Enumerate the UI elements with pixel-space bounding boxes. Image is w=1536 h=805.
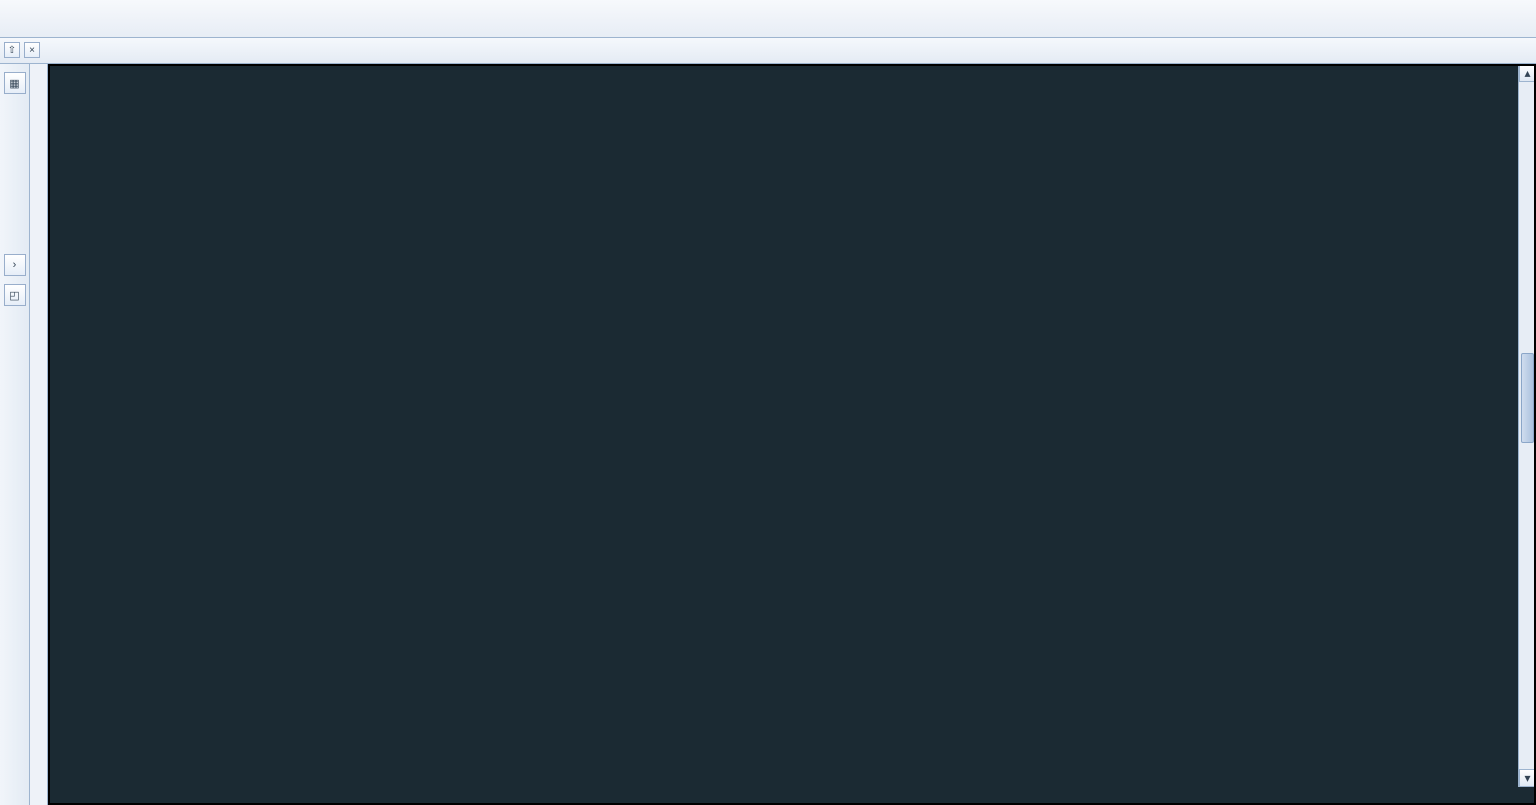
close-panel-icon[interactable]: ×: [24, 42, 40, 58]
scroll-up-icon[interactable]: ▴: [1519, 64, 1536, 82]
scroll-down-icon[interactable]: ▾: [1519, 769, 1536, 787]
expand-right-icon[interactable]: ›: [4, 254, 26, 276]
cad-drawing-canvas[interactable]: [48, 64, 1536, 805]
drawing-viewport[interactable]: ▴ ▾: [48, 64, 1536, 805]
document-tab-strip: ⇧ ×: [0, 38, 1536, 64]
properties-icon[interactable]: ◰: [4, 284, 26, 306]
viewport-scrollbar-vertical[interactable]: ▴ ▾: [1518, 64, 1536, 787]
collapsed-palette[interactable]: [30, 64, 48, 805]
left-tool-strip: ▦ › ◰: [0, 64, 30, 805]
ribbon-panel-titles: [0, 0, 1536, 38]
palette-icon[interactable]: ▦: [4, 72, 26, 94]
pin-panel-icon[interactable]: ⇧: [4, 42, 20, 58]
scroll-thumb[interactable]: [1521, 353, 1534, 443]
